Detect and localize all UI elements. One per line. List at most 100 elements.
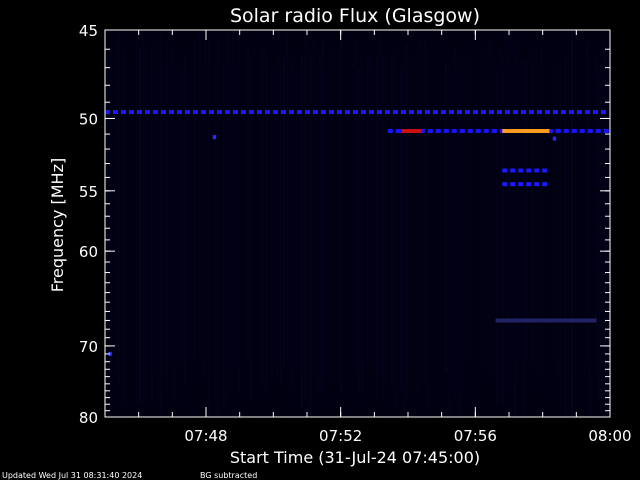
feature-blip xyxy=(108,351,112,356)
feature-segment xyxy=(569,110,574,115)
feature-segment xyxy=(587,128,593,133)
y-axis-ticks: 45 50 55 60 70 80 xyxy=(79,22,610,427)
feature-segment xyxy=(491,128,497,133)
feature-segment xyxy=(395,128,401,133)
feature-segment xyxy=(443,128,449,133)
feature-segment xyxy=(534,182,540,187)
feature-segment xyxy=(241,110,246,115)
chart-title: Solar radio Flux (Glasgow) xyxy=(230,5,480,27)
feature-segment xyxy=(345,110,350,115)
feature-segment xyxy=(467,128,473,133)
feature-segment xyxy=(457,110,462,115)
feature-segment xyxy=(510,168,516,173)
feature-segment xyxy=(518,182,524,187)
feature-segment xyxy=(297,110,302,115)
feature-segment xyxy=(502,182,508,187)
feature-band-51-MHz xyxy=(387,128,609,133)
feature-segment xyxy=(425,110,430,115)
y-tick-label: 45 xyxy=(79,22,98,40)
feature-segment xyxy=(526,182,532,187)
feature-segment xyxy=(313,110,318,115)
feature-segment xyxy=(387,128,393,133)
time-stripes xyxy=(106,30,606,417)
spectral-features xyxy=(105,110,609,356)
feature-segment xyxy=(529,110,534,115)
feature-segment xyxy=(201,110,206,115)
feature-segment xyxy=(579,128,585,133)
y-tick-label: 55 xyxy=(79,183,98,201)
feature-faint-band-67-MHz xyxy=(495,318,597,323)
feature-segment xyxy=(433,110,438,115)
plot-background xyxy=(105,30,610,417)
feature-segment xyxy=(497,110,502,115)
feature-segment xyxy=(547,128,553,133)
feature-segment xyxy=(563,128,569,133)
x-tick-label: 07:52 xyxy=(319,427,362,445)
feature-segment xyxy=(601,110,606,115)
x-tick-label: 07:56 xyxy=(454,427,497,445)
feature-segment xyxy=(595,128,601,133)
feature-segment xyxy=(542,182,548,187)
feature-segment xyxy=(473,110,478,115)
feature-segment xyxy=(537,110,542,115)
feature-blip xyxy=(552,136,557,141)
feature-segment xyxy=(534,168,540,173)
feature-segment xyxy=(449,110,454,115)
feature-orange-burst xyxy=(502,128,550,133)
feature-segment xyxy=(451,128,457,133)
feature-segment xyxy=(521,110,526,115)
feature-segment xyxy=(153,110,158,115)
feature-segment xyxy=(129,110,134,115)
x-tick-label: 08:00 xyxy=(588,427,631,445)
feature-segment xyxy=(593,110,598,115)
axes-frame xyxy=(104,29,611,418)
feature-segment xyxy=(212,135,217,140)
feature-segment xyxy=(542,168,548,173)
feature-segment xyxy=(571,128,577,133)
feature-segment xyxy=(281,110,286,115)
feature-segment xyxy=(401,128,422,133)
x-axis-ticks: 07:48 07:52 07:56 08:00 xyxy=(104,30,632,445)
feature-segment xyxy=(177,110,182,115)
feature-segment xyxy=(526,168,532,173)
feature-segment xyxy=(377,110,382,115)
feature-segment xyxy=(257,110,262,115)
feature-segment xyxy=(505,110,510,115)
feature-segment xyxy=(555,128,561,133)
feature-segment xyxy=(233,110,238,115)
bg-subtracted-note: BG subtracted xyxy=(200,471,257,480)
feature-segment xyxy=(145,110,150,115)
feature-segment xyxy=(105,110,110,115)
plot-border xyxy=(104,29,611,418)
feature-segment xyxy=(495,318,597,323)
feature-segment xyxy=(185,110,190,115)
y-axis-label: Frequency [MHz] xyxy=(48,158,67,292)
feature-segment xyxy=(441,110,446,115)
y-tick-label: 60 xyxy=(79,243,98,261)
feature-segment xyxy=(329,110,334,115)
feature-segment xyxy=(561,110,566,115)
feature-segment xyxy=(603,128,609,133)
feature-segment xyxy=(459,128,465,133)
feature-blip xyxy=(212,135,217,140)
feature-segment xyxy=(552,136,557,141)
x-tick-label: 07:48 xyxy=(184,427,227,445)
feature-segment xyxy=(502,168,508,173)
feature-segment xyxy=(435,128,441,133)
feature-segment xyxy=(502,128,550,133)
feature-segment xyxy=(518,168,524,173)
feature-segment xyxy=(193,110,198,115)
feature-persistent-band xyxy=(105,110,606,115)
x-axis-label: Start Time (31-Jul-24 07:45:00) xyxy=(230,448,480,467)
feature-segment xyxy=(265,110,270,115)
feature-segment xyxy=(475,128,481,133)
feature-segment xyxy=(225,110,230,115)
y-tick-label: 80 xyxy=(79,409,98,427)
feature-segment xyxy=(121,110,126,115)
feature-segment xyxy=(510,182,516,187)
feature-segment xyxy=(553,110,558,115)
feature-segment xyxy=(249,110,254,115)
feature-segment xyxy=(361,110,366,115)
feature-segment xyxy=(465,110,470,115)
